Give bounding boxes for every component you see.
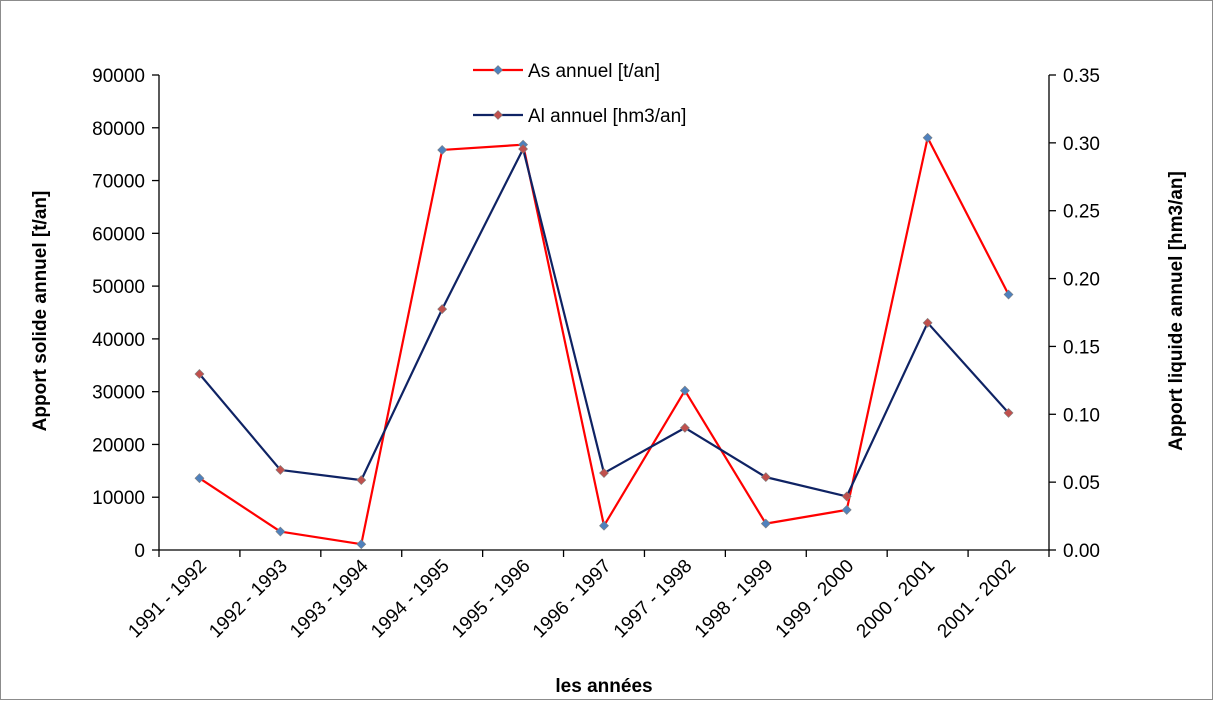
axes	[158, 75, 1050, 551]
series-1-point	[194, 473, 205, 484]
series-layer	[194, 132, 1014, 550]
series-2-point	[194, 369, 205, 379]
series-2-point	[356, 475, 367, 486]
series-2-point	[679, 422, 690, 433]
x-tick-label: 1991 - 1992	[124, 556, 211, 643]
left-tick-label: 0	[134, 541, 145, 562]
right-tick-label: 0.15	[1063, 337, 1100, 358]
left-tick-label: 80000	[92, 119, 145, 140]
right-tick-label: 0.30	[1063, 134, 1100, 155]
legend-label: As annuel [t/an]	[528, 61, 660, 82]
right-axis-ticks: 0.00 0.05 0.10 0.15 0.20 0.25 0.30 0.35	[1049, 66, 1100, 562]
left-tick-label: 90000	[92, 66, 145, 87]
series-2-point	[599, 468, 609, 478]
series-1	[194, 132, 1014, 550]
left-tick-label: 20000	[92, 435, 145, 456]
right-tick-label: 0.20	[1063, 270, 1100, 291]
series-2	[194, 144, 1014, 502]
series-1-point	[356, 539, 367, 550]
x-axis-title: les années	[555, 676, 652, 697]
series-2-point	[760, 472, 771, 483]
x-tick-label: 1995 - 1996	[448, 556, 535, 643]
x-tick-label: 2000 - 2001	[853, 556, 940, 643]
right-tick-label: 0.10	[1063, 405, 1100, 426]
left-tick-label: 50000	[92, 277, 145, 298]
left-tick-label: 40000	[92, 330, 145, 351]
legend-swatch-marker	[493, 110, 503, 120]
x-tick-label: 1997 - 1998	[610, 556, 697, 643]
series-1-point	[275, 526, 286, 537]
y-axis-right-title: Apport liquide annuel [hm3/an]	[1166, 171, 1187, 451]
series-2-point	[922, 317, 933, 328]
x-tick-label: 2001 - 2002	[934, 556, 1021, 643]
x-tick-label: 1996 - 1997	[529, 556, 616, 643]
series-1-point	[679, 385, 690, 396]
left-tick-label: 60000	[92, 224, 145, 245]
x-tick-label: 1999 - 2000	[772, 556, 859, 643]
legend: As annuel [t/an] Al annuel [hm3/an]	[473, 61, 686, 127]
left-tick-label: 30000	[92, 383, 145, 404]
x-tick-label: 1994 - 1995	[367, 556, 454, 643]
right-tick-label: 0.00	[1063, 541, 1100, 562]
x-tick-label: 1993 - 1994	[286, 555, 373, 642]
legend-swatch-marker	[493, 65, 503, 75]
left-tick-label: 10000	[92, 488, 145, 509]
right-tick-label: 0.35	[1063, 66, 1100, 87]
series-1-point	[599, 520, 609, 531]
left-axis-ticks: 0 10000 20000 30000 40000 50000 60000 70000 8000…	[92, 66, 159, 562]
series-1-point	[760, 518, 771, 529]
series-1-point	[1003, 289, 1014, 300]
legend-label: Al annuel [hm3/an]	[528, 106, 686, 127]
series-2-point	[518, 144, 529, 154]
series-2-point	[275, 465, 286, 475]
series-2-point	[437, 304, 448, 315]
series-2-point	[841, 491, 852, 502]
series-2-point	[1003, 408, 1014, 418]
series-1-line	[198, 136, 1010, 546]
series-1-point	[437, 145, 448, 155]
right-tick-label: 0.25	[1063, 202, 1100, 223]
x-tick-label: 1992 - 1993	[205, 556, 292, 643]
right-tick-label: 0.05	[1063, 473, 1100, 494]
series-1-point	[922, 132, 933, 143]
left-tick-label: 70000	[92, 172, 145, 193]
x-tick-label: 1998 - 1999	[691, 556, 778, 643]
y-axis-left-title: Apport solide annuel [t/an]	[30, 191, 51, 432]
series-1-point	[841, 504, 852, 515]
